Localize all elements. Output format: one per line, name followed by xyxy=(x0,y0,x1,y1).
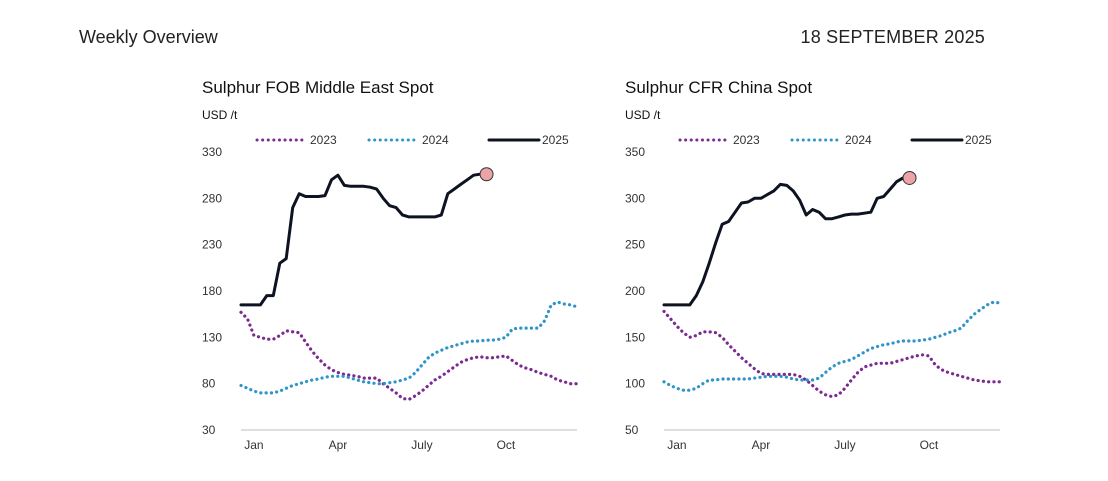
y-tick-label: 80 xyxy=(202,377,216,391)
chart-unit-label: USD /t xyxy=(625,108,661,122)
y-tick-label: 250 xyxy=(625,238,645,252)
x-tick-label: Apr xyxy=(752,438,771,452)
x-tick-label: Oct xyxy=(497,438,516,452)
chart-panel-cfr-china: Sulphur CFR China Spot USD /t 350 300 250 2… xyxy=(620,76,1020,466)
y-tick-label: 100 xyxy=(625,377,645,391)
legend-label-2024: 2024 xyxy=(422,133,449,147)
x-tick-label: Jan xyxy=(244,438,263,452)
y-tick-label: 50 xyxy=(625,423,639,437)
legend-label-2025: 2025 xyxy=(542,133,569,147)
x-tick-label: July xyxy=(411,438,432,452)
latest-value-marker xyxy=(902,170,917,185)
series-line-2023 xyxy=(239,310,579,401)
y-tick-label: 130 xyxy=(202,330,222,344)
series-line-2023 xyxy=(662,309,1002,399)
series-line-2025 xyxy=(662,176,911,307)
y-tick-label: 200 xyxy=(625,284,645,298)
legend-label-2024: 2024 xyxy=(845,133,872,147)
y-tick-label: 350 xyxy=(625,145,645,159)
report-date: 18 SEPTEMBER 2025 xyxy=(800,27,985,47)
series-line-2024 xyxy=(662,300,1002,392)
x-tick-label: Oct xyxy=(920,438,939,452)
chart-title: Sulphur FOB Middle East Spot xyxy=(202,78,434,97)
x-tick-label: Apr xyxy=(329,438,348,452)
legend-label-2023: 2023 xyxy=(310,133,337,147)
y-tick-label: 150 xyxy=(625,330,645,344)
chart-panel-fob-middle-east: Sulphur FOB Middle East Spot USD /t 330 2… xyxy=(197,76,597,466)
x-tick-label: Jan xyxy=(667,438,686,452)
chart-unit-label: USD /t xyxy=(202,108,238,122)
y-tick-label: 330 xyxy=(202,145,222,159)
series-line-2024 xyxy=(239,300,579,395)
page-title: Weekly Overview xyxy=(79,27,218,47)
legend-label-2025: 2025 xyxy=(965,133,992,147)
y-tick-label: 300 xyxy=(625,191,645,205)
y-tick-label: 230 xyxy=(202,238,222,252)
y-tick-label: 280 xyxy=(202,191,222,205)
legend-label-2023: 2023 xyxy=(733,133,760,147)
chart-title: Sulphur CFR China Spot xyxy=(625,78,813,97)
series-line-2025 xyxy=(239,172,488,307)
chart-plot: 350 300 250 200 150 100 50 Jan Apr July Oct 2023 202… xyxy=(625,133,1002,452)
x-tick-label: July xyxy=(834,438,855,452)
latest-value-marker xyxy=(479,167,494,182)
chart-plot: 330 280 230 180 130 80 30 Jan Apr July Oct 2023 2024… xyxy=(202,133,579,452)
y-tick-label: 30 xyxy=(202,423,216,437)
y-tick-label: 180 xyxy=(202,284,222,298)
